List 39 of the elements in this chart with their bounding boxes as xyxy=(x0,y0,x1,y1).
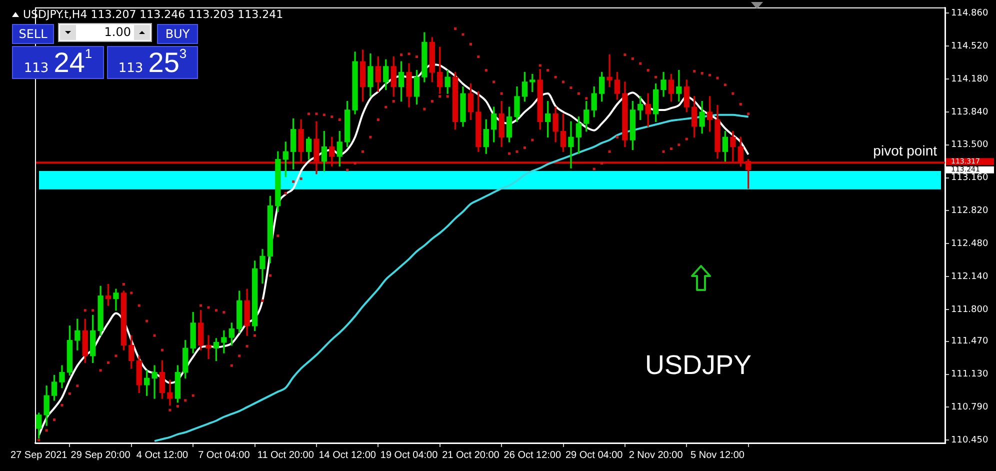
annotation: SELL xyxy=(12,24,54,44)
annotation: USDJPY xyxy=(645,350,752,381)
y-tick-label: 111.470 xyxy=(951,336,988,347)
x-tick-label: 11 Oct 20:00 xyxy=(257,450,314,461)
y-tick-label: 112.480 xyxy=(951,238,988,249)
annotation: 113 25$^{3}$ xyxy=(118,46,187,78)
annotation: 1.00 xyxy=(104,25,131,39)
y-tick-label: 110.450 xyxy=(951,435,988,446)
candlestick xyxy=(221,330,227,354)
x-tick-label: 27 Sep 2021 xyxy=(10,450,68,461)
annotation: 113 24$^{1}$ xyxy=(24,46,92,78)
y-tick-label: 114.520 xyxy=(951,41,988,52)
x-tick-label: 7 Oct 04:00 xyxy=(198,450,250,461)
x-tick-label: 14 Oct 12:00 xyxy=(318,450,376,461)
x-tick-label: 29 Sep 20:00 xyxy=(70,450,131,461)
candlestick xyxy=(206,335,212,360)
x-tick-label: 4 Oct 12:00 xyxy=(136,450,189,461)
y-tick-label: 111.800 xyxy=(951,304,988,315)
candlestick xyxy=(152,365,158,399)
y-tick-label: 114.180 xyxy=(951,74,988,84)
candlestick xyxy=(606,54,612,88)
x-tick-label: 5 Nov 12:00 xyxy=(690,450,745,461)
candlestick xyxy=(676,70,682,102)
x-tick-label: 21 Oct 20:00 xyxy=(442,450,500,461)
candlestick xyxy=(568,121,574,168)
x-tick-label: 19 Oct 04:00 xyxy=(380,450,438,461)
y-tick-label: 113.160 xyxy=(951,173,988,184)
x-tick-label: 2 Nov 20:00 xyxy=(628,450,684,461)
y-tick-label: 113.500 xyxy=(951,140,988,150)
y-tick-label: 114.860 xyxy=(951,8,988,19)
y-tick-label: 111.130 xyxy=(951,370,988,380)
annotation: BUY xyxy=(157,24,198,44)
y-tick-label: 112.820 xyxy=(951,206,988,216)
ref-line-label: pivot point xyxy=(873,142,938,158)
y-tick-label: 113.840 xyxy=(951,107,988,118)
x-tick-label: 26 Oct 12:00 xyxy=(504,450,562,461)
y-tick-label: 110.790 xyxy=(951,402,988,413)
y-tick-label: 112.140 xyxy=(951,272,988,282)
x-tick-label: 29 Oct 04:00 xyxy=(565,450,624,461)
